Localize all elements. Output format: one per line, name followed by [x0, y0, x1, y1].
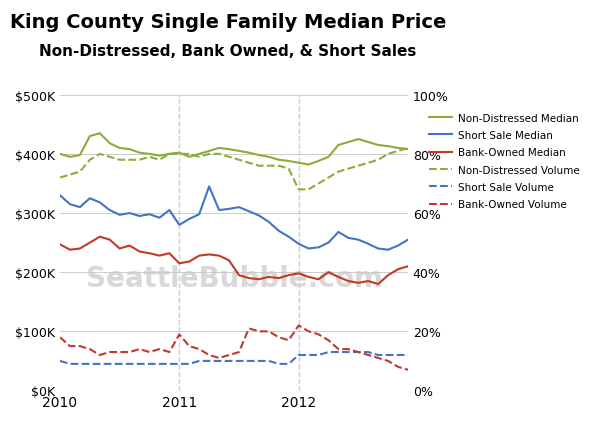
Text: Non-Distressed, Bank Owned, & Short Sales: Non-Distressed, Bank Owned, & Short Sale…	[40, 43, 416, 58]
Text: King County Single Family Median Price: King County Single Family Median Price	[10, 13, 446, 32]
Text: SeattleBubble.com: SeattleBubble.com	[86, 264, 382, 293]
Legend: Non-Distressed Median, Short Sale Median, Bank-Owned Median, Non-Distressed Volu: Non-Distressed Median, Short Sale Median…	[425, 109, 583, 214]
